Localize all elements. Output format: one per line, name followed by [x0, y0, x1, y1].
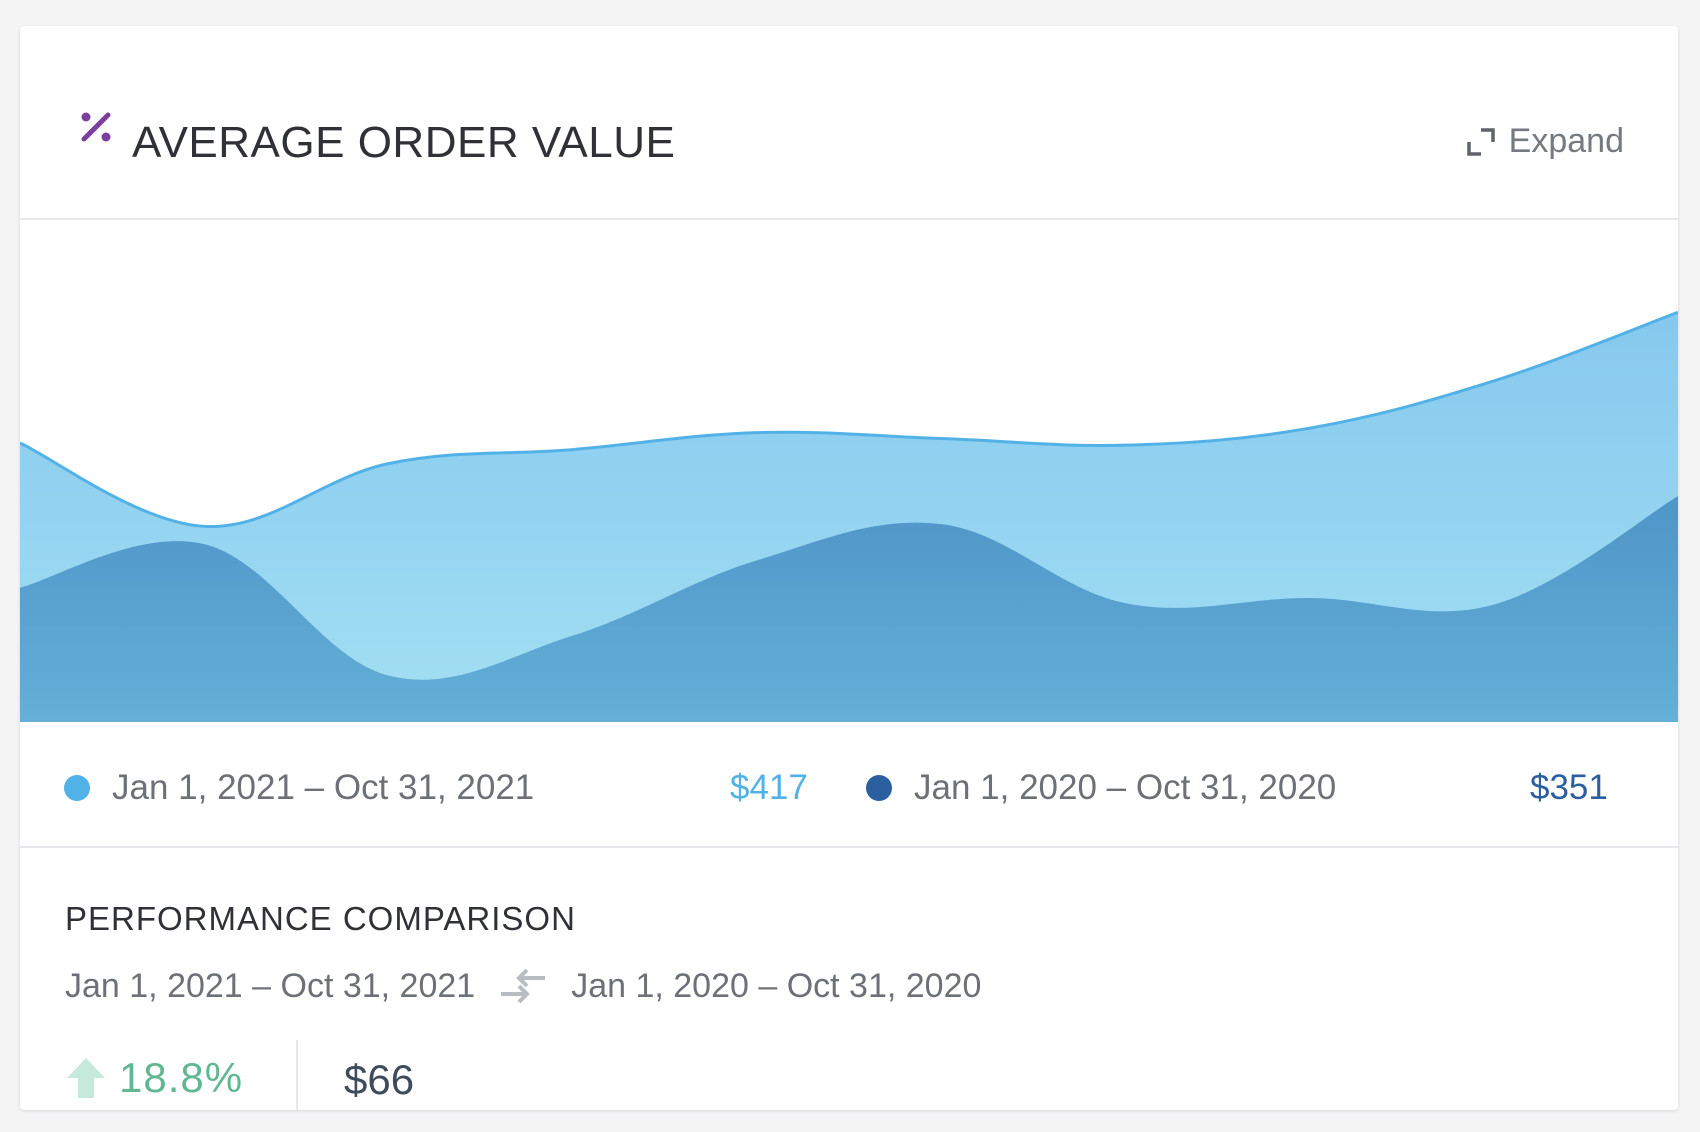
area-chart: [20, 310, 1678, 722]
expand-label: Expand: [1508, 122, 1624, 160]
swap-arrows-icon: [501, 968, 546, 1004]
current-range: Jan 1, 2021 – Oct 31, 2021: [65, 966, 476, 1005]
performance-date-ranges: Jan 1, 2021 – Oct 31, 2021 Jan 1, 2020 –…: [65, 966, 981, 1006]
absolute-change-value: $66: [344, 1056, 415, 1103]
chart-legend: Jan 1, 2021 – Oct 31, 2021 $417 Jan 1, 2…: [20, 722, 1678, 848]
card-header: AVERAGE ORDER VALUE Expand: [20, 26, 1678, 220]
legend-label-current: Jan 1, 2021 – Oct 31, 2021: [112, 768, 535, 807]
legend-label-previous: Jan 1, 2020 – Oct 31, 2020: [914, 768, 1337, 807]
card-title: AVERAGE ORDER VALUE: [132, 118, 676, 167]
average-order-value-card: AVERAGE ORDER VALUE Expand Jan 1, 2021 –…: [20, 26, 1678, 1110]
line-series-current: [20, 310, 1678, 528]
expand-button[interactable]: Expand: [1465, 122, 1624, 161]
legend-item-previous: Jan 1, 2020 – Oct 31, 2020: [866, 768, 1336, 808]
legend-dot-previous: [866, 775, 892, 801]
percent-change: 18.8%: [65, 1054, 243, 1102]
legend-item-current: Jan 1, 2021 – Oct 31, 2021: [64, 768, 534, 808]
legend-value-current: $417: [730, 768, 808, 807]
arrow-up-icon: [67, 1058, 105, 1098]
previous-range: Jan 1, 2020 – Oct 31, 2020: [571, 966, 982, 1005]
percent-icon: [81, 112, 111, 142]
performance-title: PERFORMANCE COMPARISON: [65, 900, 576, 937]
legend-dot-current: [64, 775, 90, 801]
expand-icon: [1466, 127, 1495, 156]
metric-divider: [296, 1040, 298, 1110]
area-series-previous: [20, 496, 1678, 722]
percent-change-value: 18.8%: [119, 1054, 244, 1101]
legend-value-previous: $351: [1530, 768, 1608, 807]
